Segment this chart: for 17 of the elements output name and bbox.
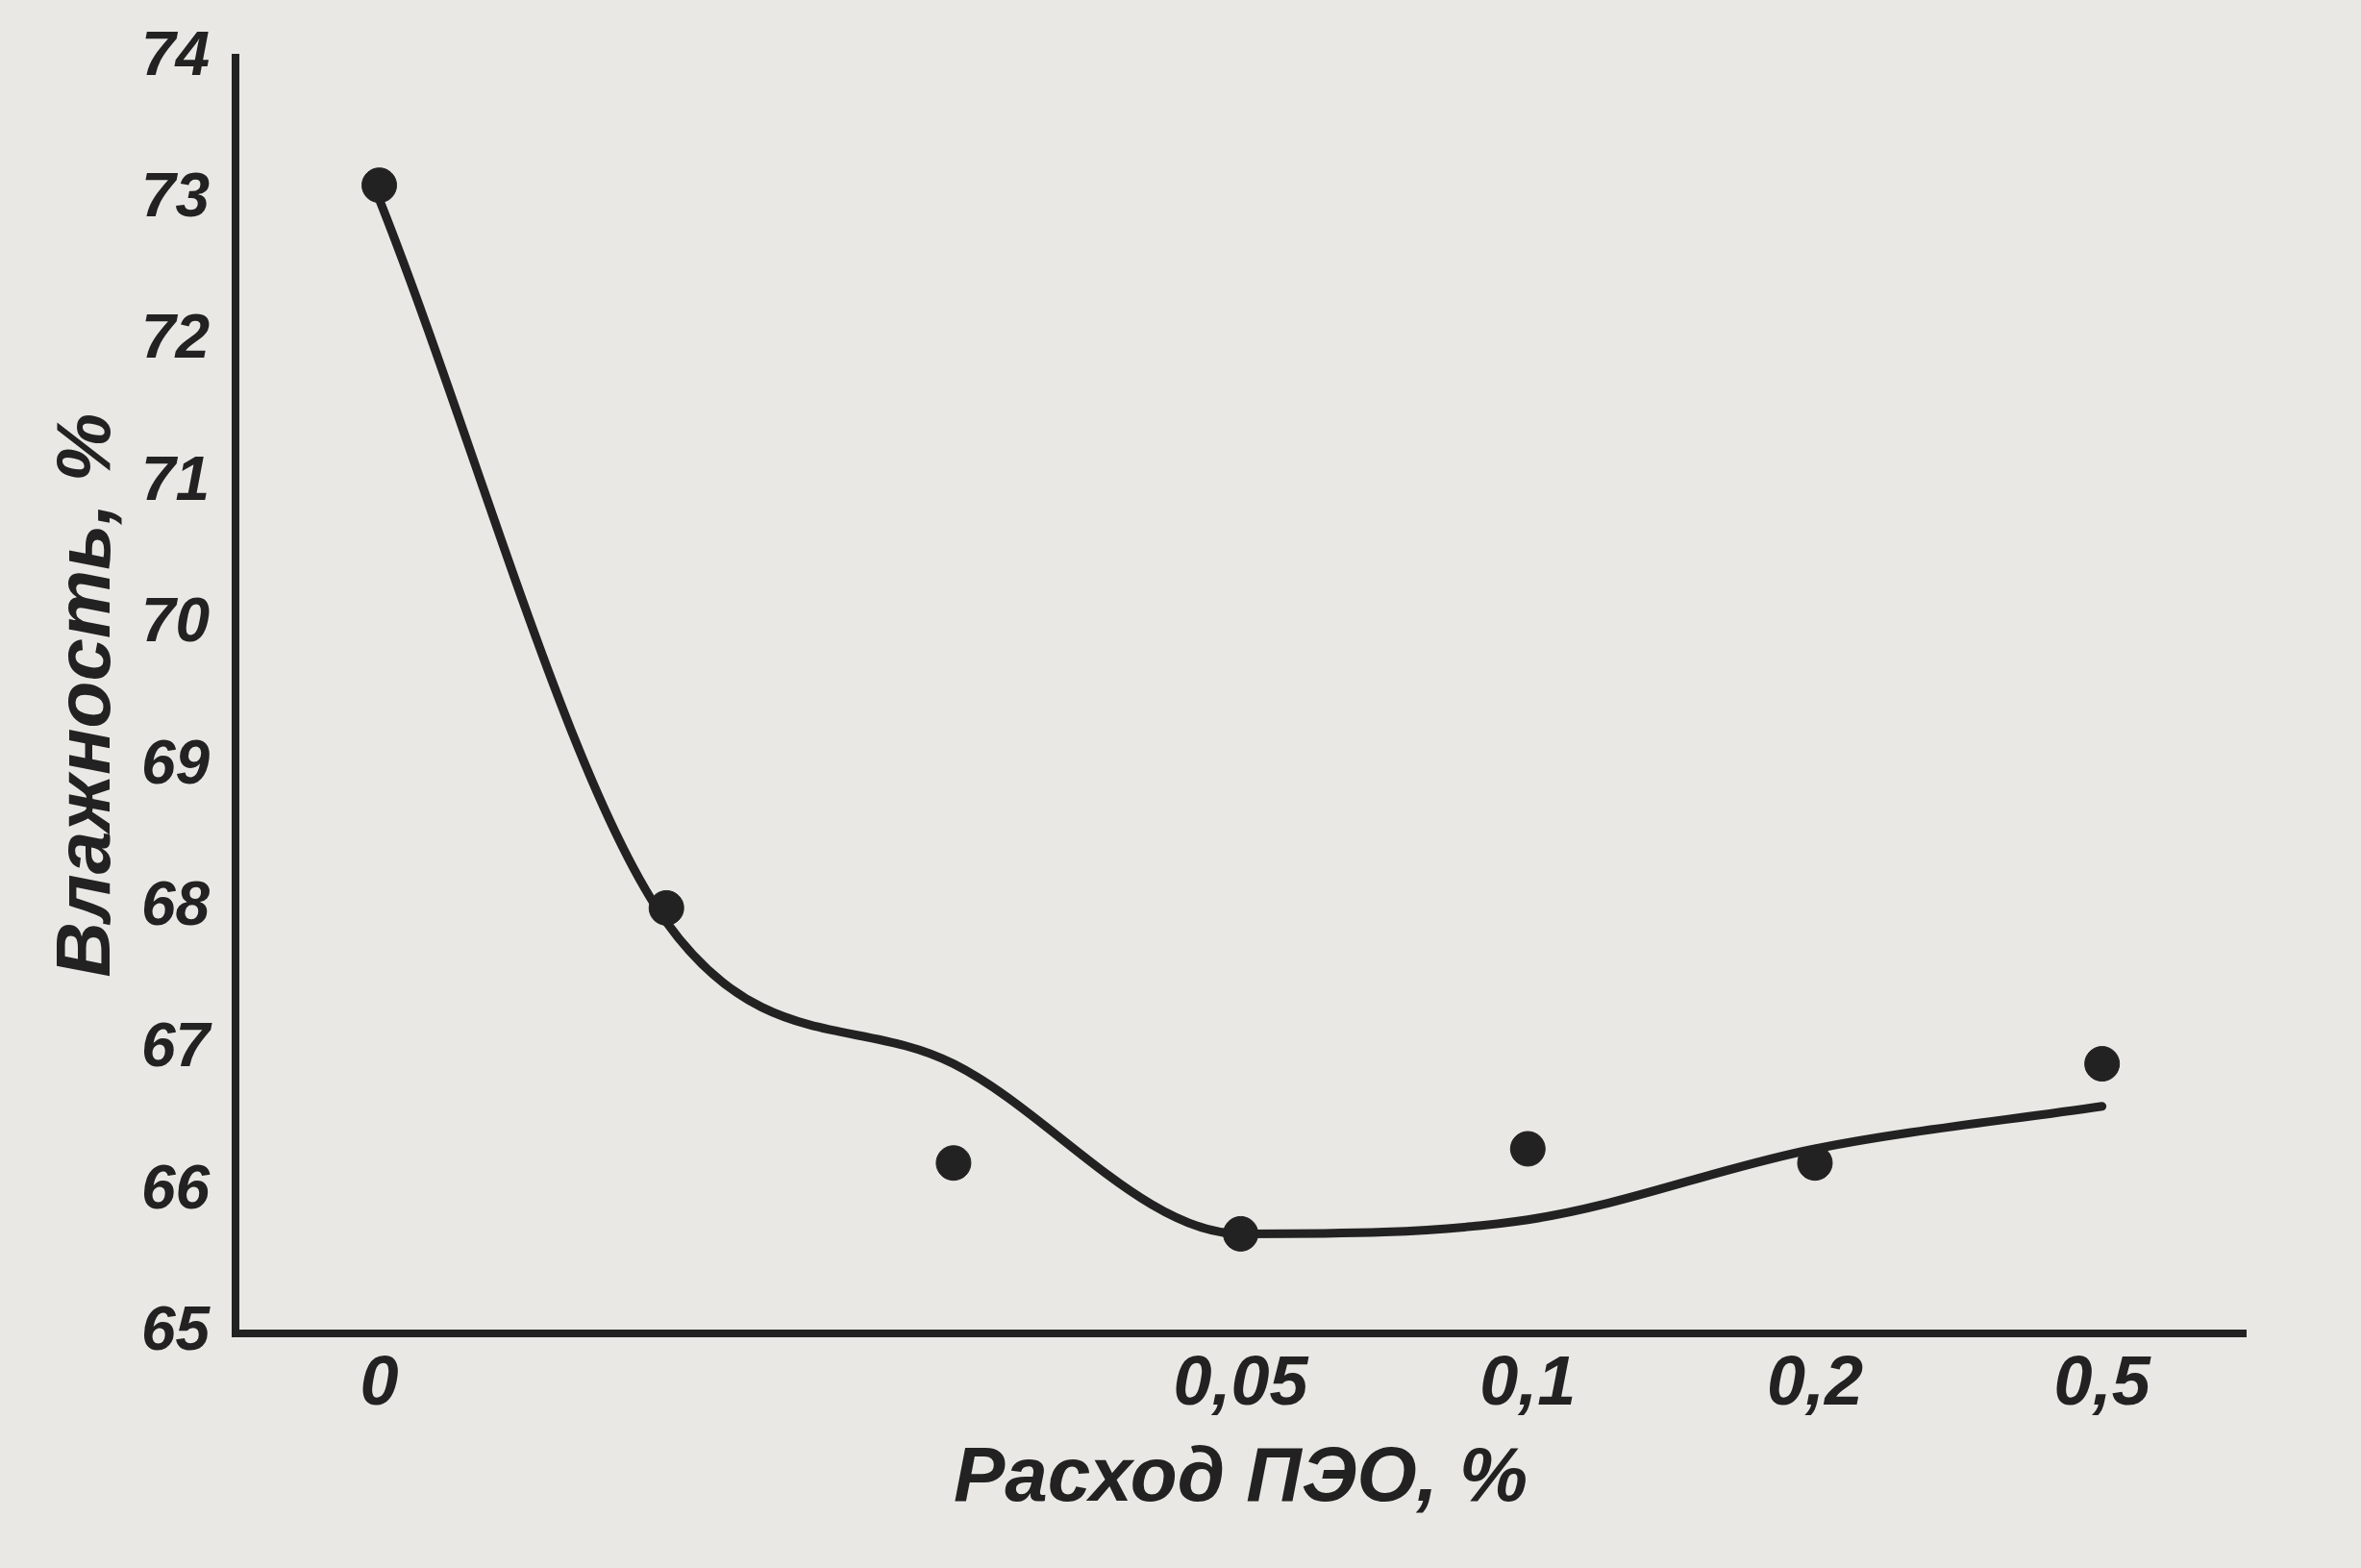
y-tick-label: 74 — [141, 18, 211, 88]
y-tick-label: 66 — [141, 1152, 211, 1222]
x-axis-title: Расход ПЭО, % — [954, 1431, 1528, 1518]
x-tick-label: 0 — [360, 1341, 399, 1419]
y-tick-label: 69 — [141, 727, 211, 797]
x-tick-label: 0,5 — [2053, 1341, 2151, 1419]
y-tick-label: 68 — [141, 869, 211, 939]
y-tick-label: 65 — [141, 1294, 211, 1364]
x-tick-label: 0,2 — [1766, 1341, 1864, 1419]
y-tick-label: 73 — [141, 161, 211, 231]
y-tick-label: 71 — [141, 443, 211, 513]
y-tick-label: 72 — [141, 302, 211, 372]
y-tick-label: 70 — [141, 585, 211, 656]
y-axis-title: Влажность, % — [40, 412, 127, 978]
y-tick-label: 67 — [141, 1010, 213, 1081]
x-tick-label: 0,1 — [1479, 1341, 1577, 1419]
x-tick-label: 0,05 — [1173, 1341, 1309, 1419]
